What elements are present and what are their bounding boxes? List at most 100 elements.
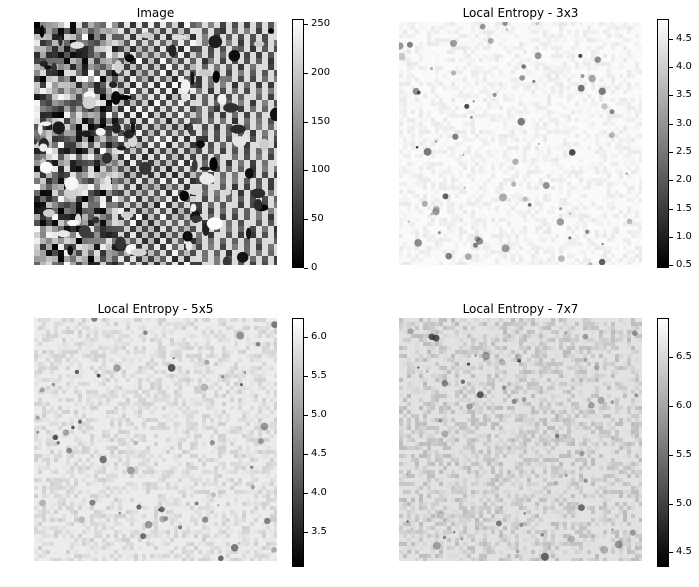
entropy-cell <box>479 138 483 142</box>
entropy-cell <box>447 230 451 234</box>
entropy-cell <box>90 330 94 334</box>
entropy-cell <box>439 202 443 206</box>
low-entropy-spot <box>423 147 432 156</box>
entropy-cell <box>487 186 491 190</box>
entropy-cell <box>407 174 411 178</box>
entropy-cell <box>74 434 78 438</box>
entropy-cell <box>607 110 611 114</box>
entropy-cell <box>627 154 631 158</box>
texture-cell <box>82 124 88 130</box>
texture-cell <box>124 124 130 130</box>
entropy-cell <box>202 394 206 398</box>
entropy-cell <box>443 26 447 30</box>
texture-cell <box>118 190 124 196</box>
entropy-cell <box>475 134 479 138</box>
entropy-cell <box>471 138 475 142</box>
entropy-cell <box>118 386 122 390</box>
texture-cell <box>76 112 82 118</box>
entropy-cell <box>106 318 110 322</box>
entropy-cell <box>411 46 415 50</box>
texture-cell <box>202 262 208 265</box>
entropy-cell <box>639 150 642 154</box>
texture-cell <box>220 22 226 28</box>
entropy-cell <box>102 422 106 426</box>
entropy-cell <box>587 114 591 118</box>
texture-cell <box>190 220 196 226</box>
texture-cell <box>34 226 40 232</box>
texture-cell <box>274 154 277 160</box>
entropy-cell <box>535 242 539 246</box>
texture-cell <box>124 172 130 178</box>
texture-cell <box>94 94 100 100</box>
entropy-cell <box>487 102 491 106</box>
texture-cell <box>46 76 52 82</box>
texture-cell <box>160 220 166 226</box>
entropy-cell <box>82 382 86 386</box>
entropy-cell <box>563 178 567 182</box>
entropy-cell <box>34 318 38 322</box>
texture-cell <box>58 202 64 208</box>
entropy-cell <box>82 374 86 378</box>
entropy-cell <box>210 326 214 330</box>
entropy-cell <box>471 202 475 206</box>
texture-cell <box>208 238 214 244</box>
entropy-cell <box>86 398 90 402</box>
texture-cell <box>184 106 190 112</box>
texture-cell <box>94 190 100 196</box>
entropy-cell <box>54 394 58 398</box>
entropy-cell <box>547 262 551 265</box>
entropy-cell <box>475 114 479 118</box>
texture-cell <box>232 190 238 196</box>
entropy-cell <box>54 322 58 326</box>
entropy-cell <box>186 430 190 434</box>
entropy-cell <box>447 206 451 210</box>
entropy-cell <box>246 414 250 418</box>
entropy-cell <box>186 414 190 418</box>
entropy-cell <box>190 426 194 430</box>
entropy-cell <box>567 194 571 198</box>
entropy-cell <box>519 126 523 130</box>
entropy-cell <box>559 142 563 146</box>
entropy-cell <box>463 258 467 262</box>
entropy-cell <box>90 434 94 438</box>
entropy-cell <box>571 210 575 214</box>
entropy-cell <box>587 242 591 246</box>
texture-cell <box>238 196 244 202</box>
entropy-cell <box>435 170 439 174</box>
entropy-cell <box>82 414 86 418</box>
entropy-cell <box>198 378 202 382</box>
entropy-cell <box>150 362 154 366</box>
entropy-cell <box>34 418 38 422</box>
texture-blob <box>70 41 85 49</box>
texture-cell <box>160 112 166 118</box>
texture-cell <box>46 130 52 136</box>
texture-cell <box>106 82 112 88</box>
entropy-cell <box>250 318 254 322</box>
entropy-cell <box>543 218 547 222</box>
texture-cell <box>166 106 172 112</box>
texture-cell <box>154 40 160 46</box>
entropy-cell <box>154 434 158 438</box>
texture-cell <box>172 172 178 178</box>
texture-cell <box>100 88 106 94</box>
texture-cell <box>274 166 277 172</box>
entropy-cell <box>439 218 443 222</box>
texture-cell <box>52 136 58 142</box>
entropy-cell <box>66 426 70 430</box>
entropy-cell <box>599 214 603 218</box>
entropy-cell <box>623 78 627 82</box>
entropy-cell <box>447 26 451 30</box>
entropy-cell <box>86 394 90 398</box>
entropy-cell <box>210 398 214 402</box>
texture-cell <box>262 70 268 76</box>
texture-cell <box>58 88 64 94</box>
colorbar-tick-mark <box>669 39 673 40</box>
entropy-cell <box>206 414 210 418</box>
texture-cell <box>70 88 76 94</box>
texture-cell <box>190 64 196 70</box>
entropy-cell <box>455 202 459 206</box>
entropy-cell <box>110 346 114 350</box>
entropy-cell <box>214 390 218 394</box>
entropy-cell <box>250 366 254 370</box>
texture-cell <box>148 52 154 58</box>
